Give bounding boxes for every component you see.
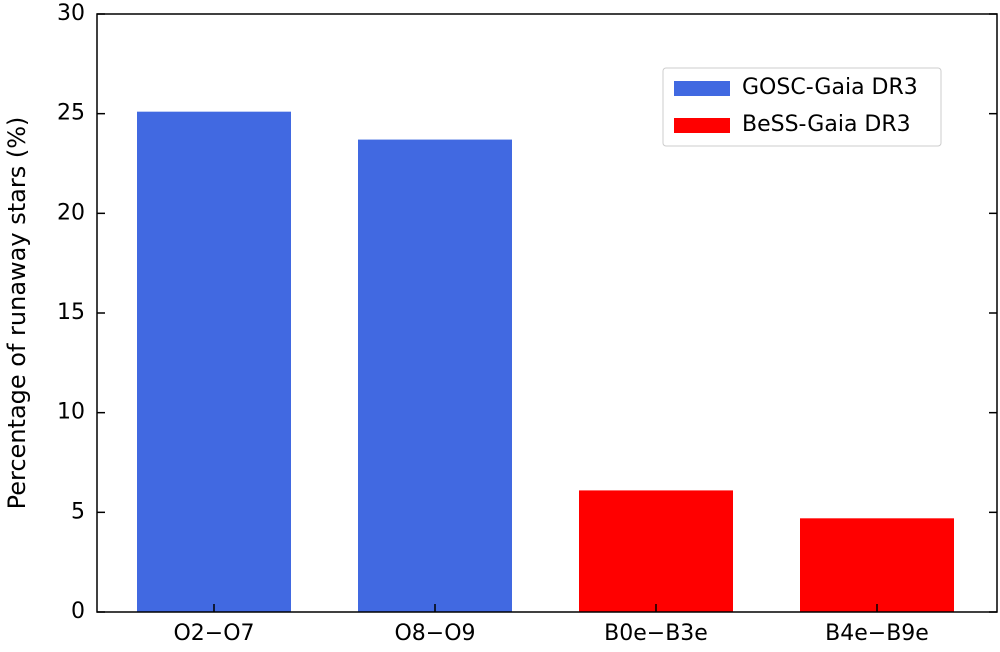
legend-label: BeSS-Gaia DR3 — [742, 112, 911, 137]
x-tick-label: B0e−B3e — [604, 621, 708, 646]
legend-box — [662, 67, 942, 147]
y-tick-label: 5 — [71, 499, 85, 524]
y-tick-label: 10 — [57, 400, 85, 425]
y-tick-label: 30 — [57, 1, 85, 26]
y-tick-label: 0 — [71, 599, 85, 624]
y-tick-label: 25 — [57, 101, 85, 126]
y-axis-label: Percentage of runaway stars (%) — [3, 117, 31, 510]
bar — [358, 139, 512, 612]
x-tick-label: O2−O7 — [173, 621, 254, 646]
axes-frame — [96, 13, 998, 613]
x-tick-label: O8−O9 — [394, 621, 475, 646]
bar — [137, 111, 291, 612]
bar — [579, 490, 733, 612]
bar — [800, 518, 954, 612]
y-tick-label: 20 — [57, 200, 85, 225]
y-tick-label: 15 — [57, 300, 85, 325]
legend-swatch — [674, 118, 730, 133]
x-tick-label: B4e−B9e — [825, 621, 929, 646]
legend-swatch — [674, 81, 730, 96]
legend-label: GOSC-Gaia DR3 — [742, 75, 918, 100]
